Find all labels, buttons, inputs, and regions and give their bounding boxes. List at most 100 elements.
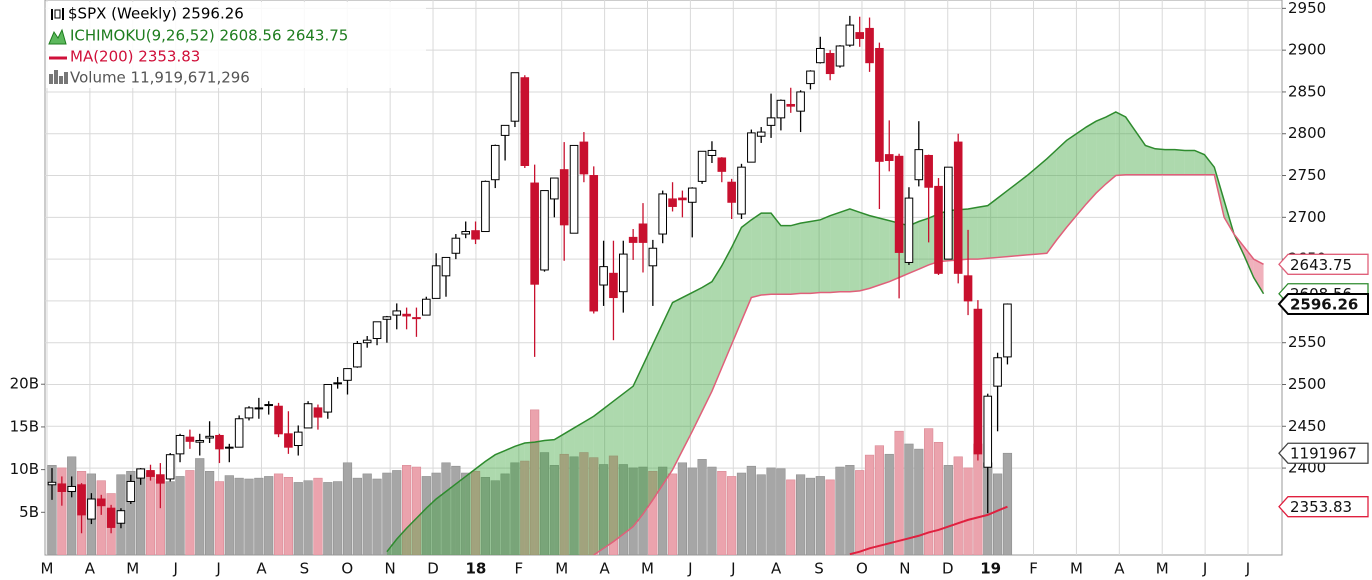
cloud-fill [1066,133,1077,228]
cloud-fill [564,427,575,555]
candle-body [481,180,490,233]
volume-bar [470,471,481,555]
cloud-fill [840,208,850,292]
x-tick-label: A [599,560,610,578]
span-a-line [386,111,1265,553]
legend-icon [48,28,67,45]
cloud-fill [1174,149,1185,175]
candle-body [747,132,756,163]
candle-body [914,149,924,181]
legend-background [46,2,426,88]
candle-body [146,470,155,477]
candle-body [510,72,520,122]
candle-body [845,24,855,46]
volume-bar [145,472,156,555]
cloud-fill [1037,158,1047,255]
legend-label: ICHIMOKU(9,26,52) 2608.56 2643.75 [70,27,348,45]
cloud-fill [1155,148,1166,175]
candle-body [353,343,362,368]
volume-bar [658,466,668,555]
legend-icon [49,70,68,84]
cloud-fill [662,302,673,485]
candle-body [766,117,776,126]
x-tick-label: M [1156,560,1169,578]
candle-body [727,181,736,203]
candle-body [756,131,766,137]
y-tick-label: 2700 [1288,208,1326,226]
y-tick-label: 2950 [1288,0,1326,17]
x-tick-label: A [771,560,782,578]
x-tick-label: J [172,560,177,578]
x-tick-label: A [256,560,267,578]
candle-body [165,454,175,480]
cloud-fill [1105,112,1116,184]
cloud-fill [652,323,663,500]
candle-body [431,265,441,299]
candle-body [540,190,549,271]
cloud-fill [505,446,515,555]
volume-bar [855,470,865,555]
candle-body [490,144,500,181]
candle-body [47,481,57,486]
cloud-fill [544,439,555,555]
candle-body [500,124,510,136]
cloud-fill [692,287,703,432]
cloud-fill [968,207,978,260]
volume-bar [224,475,234,555]
cloud-fill [446,483,456,555]
cloud-fill [672,297,683,470]
candle-body [786,103,796,107]
candle-body [638,223,648,243]
volume-bar [333,481,343,555]
x-tick-label: 18 [465,560,486,578]
candle-body [973,308,983,455]
legend-icon [51,8,64,20]
candle-body [323,383,333,413]
volume-bar [510,462,520,555]
legend-label: Volume 11,919,671,296 [70,69,250,87]
volume-bar [766,467,776,555]
volume-bar [924,428,934,555]
cloud-fill [1017,175,1028,256]
volume-bar [362,473,372,555]
candle-body [87,498,96,520]
candle-body [215,434,224,450]
x-tick-label: J [730,560,735,578]
x-tick-label: M [126,560,139,578]
volume-bar [205,471,215,555]
cloud-fill [869,215,880,289]
cloud-fill [623,386,634,535]
x-tick-label: S [814,560,824,578]
cloud-fill [1086,121,1097,204]
cloud-fill [830,212,840,293]
volume-bar [992,473,1003,555]
cloud-fill [761,213,772,296]
volume-bar [835,466,845,555]
candle-body [185,436,195,442]
cloud-fill [751,213,762,298]
x-tick-label: M [641,560,654,578]
candle-body [855,32,865,39]
candle-body [944,166,953,260]
volume-bar [608,455,619,555]
volume-bar [96,480,106,555]
candle-body [658,193,668,235]
volume-bar [539,452,550,555]
y-tick-label: 2850 [1288,82,1326,100]
volume-bar [461,472,471,555]
cloud-fill [406,518,417,555]
volume-bar [165,481,175,555]
candle-body [825,52,835,75]
candle-body [904,197,914,263]
candle-body [530,182,539,285]
x-tick-label: F [1029,560,1038,578]
candle-body [894,155,904,253]
volume-bar [736,472,747,555]
volume-bar [953,456,963,555]
cloud-fill [574,422,584,555]
cloud-fill [583,416,594,555]
candle-body [343,368,352,381]
candle-body [471,230,480,240]
volume-bar [717,471,727,555]
candle-body [737,166,746,215]
